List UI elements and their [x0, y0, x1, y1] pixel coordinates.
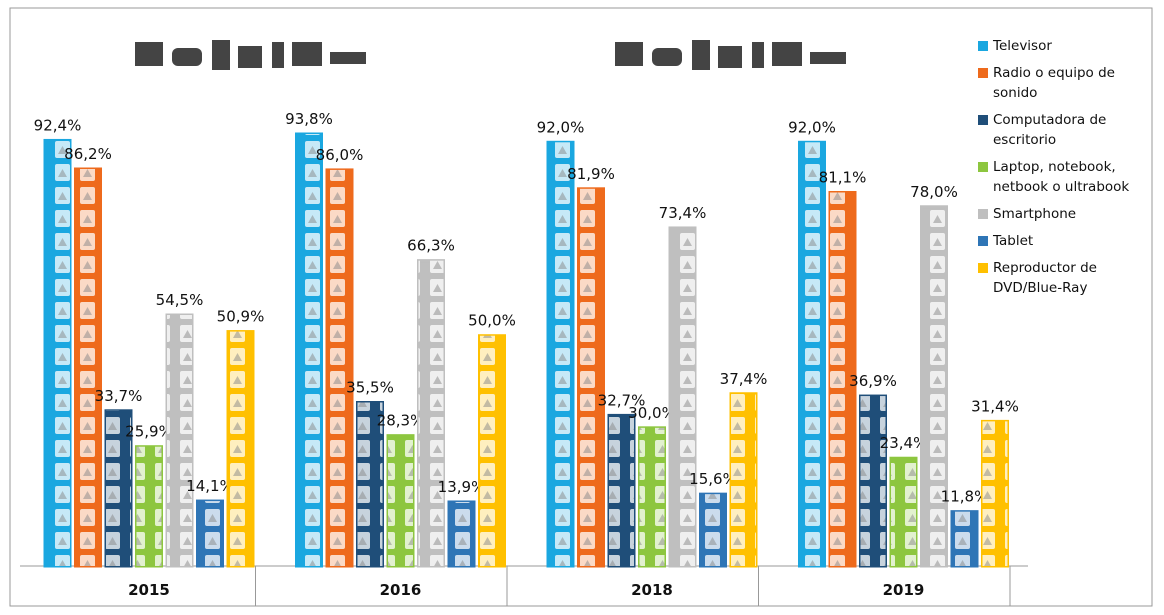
legend-swatch	[978, 68, 988, 78]
bar-pattern	[449, 502, 474, 566]
bar-pattern	[952, 512, 977, 566]
value-label: 92,4%	[34, 116, 82, 134]
legend-swatch	[978, 115, 988, 125]
value-label: 81,9%	[567, 165, 615, 183]
value-label: 50,0%	[468, 312, 516, 330]
legend-label: Reproductor de DVD/Blue-Ray	[993, 260, 1097, 296]
legend-label: Computadora de escritorio	[993, 112, 1106, 148]
value-label: 86,2%	[64, 145, 112, 163]
legend-item: Smartphone	[978, 204, 1158, 224]
value-label: 78,0%	[910, 183, 958, 201]
bar-pattern	[388, 436, 413, 566]
legend-item: Televisor	[978, 36, 1158, 56]
legend-item: Reproductor de DVD/Blue-Ray	[978, 258, 1158, 298]
bar-pattern	[609, 415, 634, 566]
legend: Televisor Radio o equipo de sonido Computa…	[978, 36, 1158, 305]
legend-label: Smartphone	[993, 206, 1076, 222]
legend-label: Laptop, notebook, netbook o ultrabook	[993, 159, 1129, 195]
bar-pattern	[167, 315, 192, 566]
bar-pattern	[327, 170, 352, 566]
x-tick-label: 2016	[380, 581, 422, 599]
legend-item: Radio o equipo de sonido	[978, 63, 1158, 103]
bar-pattern	[640, 428, 665, 566]
bar-pattern	[45, 140, 70, 566]
bar-pattern	[922, 207, 947, 566]
bar-pattern	[800, 142, 825, 566]
legend-swatch	[978, 41, 988, 51]
value-label: 37,4%	[720, 370, 768, 388]
value-label: 36,9%	[849, 372, 897, 390]
bar-pattern	[228, 332, 253, 566]
bar-pattern	[419, 261, 444, 566]
legend-item: Tablet	[978, 231, 1158, 251]
value-label: 33,7%	[95, 387, 143, 405]
bar-pattern	[198, 501, 223, 566]
value-label: 92,0%	[788, 118, 836, 136]
bar-pattern	[480, 336, 505, 566]
legend-item: Laptop, notebook, netbook o ultrabook	[978, 157, 1158, 197]
legend-swatch	[978, 236, 988, 246]
bar-pattern	[548, 142, 573, 566]
bar-pattern	[76, 169, 101, 566]
legend-label: Tablet	[993, 233, 1033, 249]
x-tick-label: 2015	[128, 581, 170, 599]
legend-swatch	[978, 162, 988, 172]
value-label: 31,4%	[971, 397, 1019, 415]
bar-pattern	[670, 228, 695, 566]
legend-swatch	[978, 209, 988, 219]
value-label: 86,0%	[316, 146, 364, 164]
chart-page: 2015 2016 2018 2019 92,4% 93,8% 92,0% 92,0% 86,2…	[0, 0, 1164, 615]
device-icons	[135, 40, 846, 70]
value-label: 81,1%	[819, 168, 867, 186]
x-tick-label: 2018	[631, 581, 673, 599]
legend-swatch	[978, 263, 988, 273]
legend-label: Radio o equipo de sonido	[993, 65, 1115, 101]
x-tick-label: 2019	[883, 581, 925, 599]
value-label: 50,9%	[217, 308, 265, 326]
value-label: 73,4%	[659, 204, 707, 222]
value-label: 93,8%	[285, 110, 333, 128]
bar-pattern	[297, 134, 322, 566]
bar-pattern	[701, 494, 726, 566]
bar-pattern	[731, 394, 756, 566]
bar-pattern	[579, 189, 604, 566]
legend-label: Televisor	[993, 38, 1052, 54]
bar-pattern	[861, 396, 886, 566]
value-label: 54,5%	[156, 291, 204, 309]
bar-pattern	[891, 458, 916, 566]
legend-item: Computadora de escritorio	[978, 110, 1158, 150]
bar-pattern	[137, 447, 162, 566]
value-label: 35,5%	[346, 379, 394, 397]
value-label: 92,0%	[537, 118, 585, 136]
value-label: 66,3%	[407, 237, 455, 255]
bar-pattern	[983, 421, 1008, 566]
